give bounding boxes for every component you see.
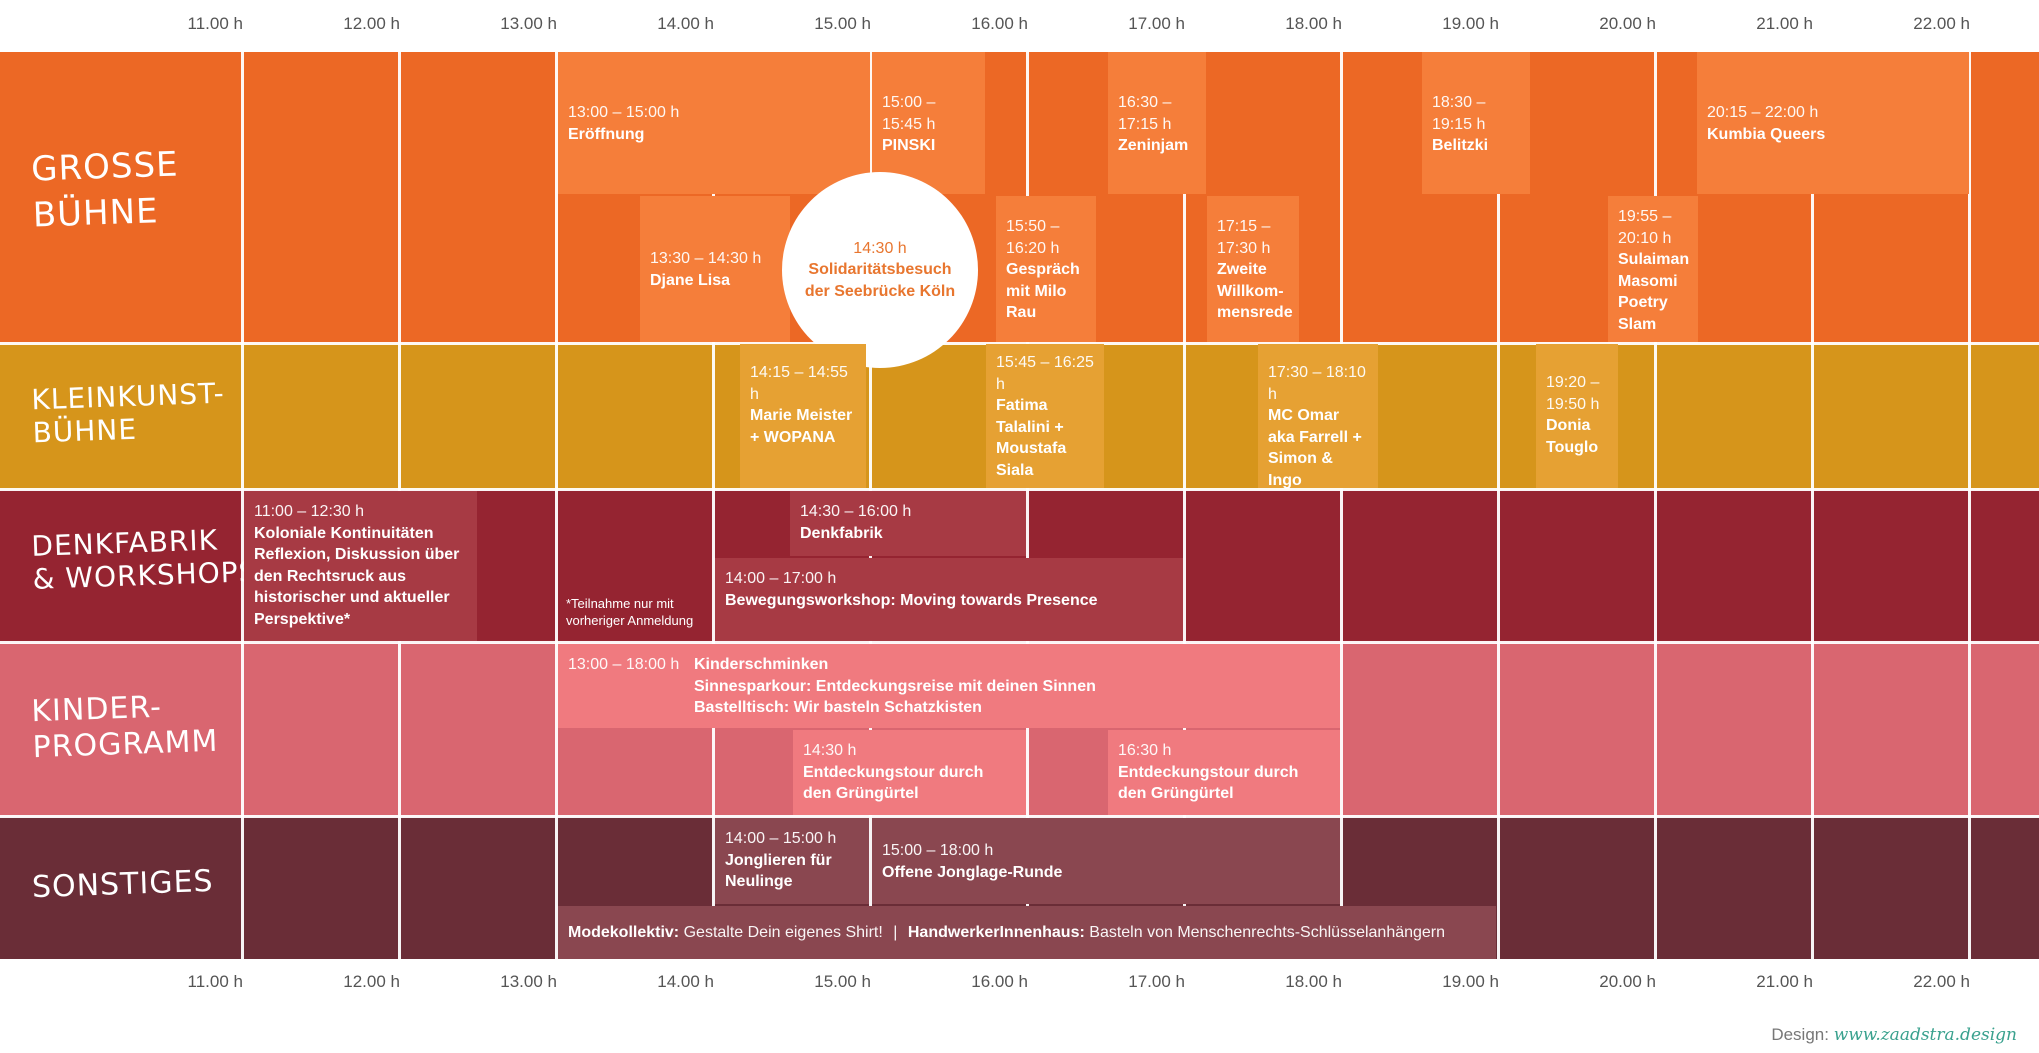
event-kumbia-queers[interactable]: 20:15 – 22:00 h Kumbia Queers [1697, 52, 1969, 194]
hour-tick: 17.00 h [1128, 14, 1185, 33]
hour-tick: 18.00 h [1285, 972, 1342, 991]
event-djane-lisa[interactable]: 13:30 – 14:30 h Djane Lisa [640, 196, 790, 342]
hour-tick: 14.00 h [657, 972, 714, 991]
hour-gridline [1497, 52, 1500, 959]
hour-tick: 14.00 h [657, 14, 714, 33]
hour-gridline [1183, 52, 1186, 959]
hour-tick: 11.00 h [187, 972, 243, 991]
event-modekollektiv[interactable]: Modekollektiv: Gestalte Dein eigenes Shi… [558, 906, 1496, 959]
registration-note: *Teilnahme nur mit vorheriger Anmeldung [566, 596, 694, 628]
row-label-sonstiges: Sonstiges [31, 863, 215, 906]
row-label-grosse-buehne: Grosse Bühne [30, 144, 180, 236]
event-belitzki[interactable]: 18:30 – 19:15 h Belitzki [1422, 52, 1530, 194]
hour-gridline [1968, 52, 1971, 959]
hour-gridline [1340, 52, 1343, 959]
hour-tick: 11.00 h [187, 14, 243, 33]
hour-tick: 16.00 h [971, 14, 1028, 33]
event-jonglieren[interactable]: 14:00 – 15:00 h Jonglieren für Neulinge [715, 818, 869, 904]
event-eroeffnung[interactable]: 13:00 – 15:00 h Eröffnung [558, 52, 870, 194]
hour-gridline [555, 52, 558, 959]
row-label-kinder: Kinder- Programm [30, 689, 219, 765]
hour-tick: 21.00 h [1756, 972, 1813, 991]
credit-label: Design: [1771, 1025, 1829, 1044]
hour-gridline [1811, 52, 1814, 959]
event-zeninjam[interactable]: 16:30 – 17:15 h Zeninjam [1108, 52, 1206, 194]
event-pinski[interactable]: 15:00 – 15:45 h PINSKI [872, 52, 985, 194]
hour-tick: 22.00 h [1913, 972, 1970, 991]
event-fatima-talalini[interactable]: 15:45 – 16:25 h Fatima Talalini + Mousta… [986, 344, 1104, 488]
design-credit: Design: www.zaadstra.design [1771, 1025, 2017, 1045]
hour-tick: 16.00 h [971, 972, 1028, 991]
row-divider [0, 641, 2039, 644]
credit-url[interactable]: www.zaadstra.design [1833, 1025, 2017, 1045]
event-jonglage-runde[interactable]: 15:00 – 18:00 h Offene Jonglage-Runde [872, 818, 1340, 904]
event-entdeckungstour-1[interactable]: 14:30 h Entdeckungstour durch den Grüngü… [793, 730, 1026, 815]
row-divider [0, 342, 2039, 345]
row-label-kleinkunst: Kleinkunst- Bühne [30, 376, 226, 450]
hour-tick: 13.00 h [500, 972, 557, 991]
time-axis-top: 11.00 h 12.00 h 13.00 h 14.00 h 15.00 h … [0, 0, 2039, 50]
time-axis-bottom: 11.00 h 12.00 h 13.00 h 14.00 h 15.00 h … [0, 960, 2039, 1010]
event-milo-rau[interactable]: 15:50 – 16:20 h Gespräch mit Milo Rau [996, 196, 1096, 342]
event-mc-omar[interactable]: 17:30 – 18:10 h MC Omar aka Farrell + Si… [1258, 344, 1378, 489]
hour-tick: 17.00 h [1128, 972, 1185, 991]
hour-tick: 15.00 h [814, 972, 871, 991]
event-entdeckungstour-2[interactable]: 16:30 h Entdeckungstour durch den Grüngü… [1108, 730, 1340, 815]
hour-gridline [1026, 52, 1029, 959]
row-label-denkfabrik: Denkfabrik & Workshops [30, 523, 258, 597]
event-kinder-main[interactable]: 13:00 – 18:00 h Kinderschminken Sinnespa… [558, 644, 1340, 728]
event-denkfabrik[interactable]: 14:30 – 16:00 h Denkfabrik [790, 491, 1026, 556]
event-willkommensrede[interactable]: 17:15 – 17:30 h Zweite Willkom-mensrede [1207, 196, 1299, 342]
hour-tick: 15.00 h [814, 14, 871, 33]
hour-tick: 20.00 h [1599, 14, 1656, 33]
hour-gridline [712, 52, 715, 959]
event-marie-meister[interactable]: 14:15 – 14:55 h Marie Meister + WOPANA [740, 344, 866, 488]
event-donia-touglo[interactable]: 19:20 – 19:50 h Donia Touglo [1536, 344, 1618, 488]
hour-tick: 21.00 h [1756, 14, 1813, 33]
event-koloniale-kontinuitaeten[interactable]: 11:00 – 12:30 h Koloniale Kontinuitäten … [244, 491, 477, 641]
hour-tick: 12.00 h [343, 14, 400, 33]
hour-gridline [1654, 52, 1657, 959]
hour-tick: 12.00 h [343, 972, 400, 991]
row-divider [0, 815, 2039, 818]
event-sulaiman-masomi[interactable]: 19:55 – 20:10 h Sulaiman Masomi Poetry S… [1608, 196, 1698, 342]
hour-tick: 19.00 h [1442, 972, 1499, 991]
event-bewegungsworkshop[interactable]: 14:00 – 17:00 h Bewegungsworkshop: Movin… [715, 558, 1183, 641]
event-seebruecke-circle[interactable]: 14:30 h Solidaritätsbesuch der Seebrücke… [782, 172, 978, 368]
hour-tick: 22.00 h [1913, 14, 1970, 33]
hour-tick: 20.00 h [1599, 972, 1656, 991]
row-divider [0, 488, 2039, 491]
hour-tick: 18.00 h [1285, 14, 1342, 33]
hour-tick: 19.00 h [1442, 14, 1499, 33]
hour-tick: 13.00 h [500, 14, 557, 33]
hour-gridline [241, 52, 244, 959]
